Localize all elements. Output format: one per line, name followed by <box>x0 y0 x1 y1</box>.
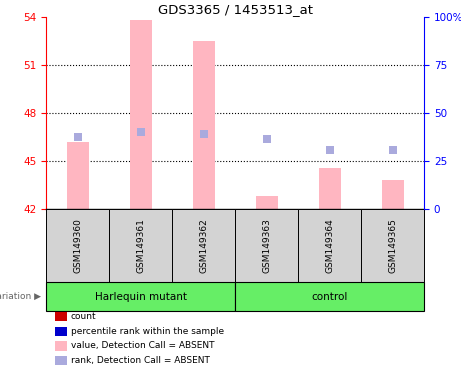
Bar <box>382 180 404 209</box>
Point <box>326 147 333 153</box>
Bar <box>255 197 278 209</box>
Text: GSM149361: GSM149361 <box>136 218 145 273</box>
Bar <box>319 168 341 209</box>
Text: rank, Detection Call = ABSENT: rank, Detection Call = ABSENT <box>71 356 209 365</box>
Bar <box>172 209 235 282</box>
Text: GSM149362: GSM149362 <box>199 218 208 273</box>
Text: GSM149363: GSM149363 <box>262 218 271 273</box>
Bar <box>235 282 424 311</box>
Point <box>137 129 144 136</box>
Text: GSM149364: GSM149364 <box>325 218 334 273</box>
Bar <box>361 209 424 282</box>
Point <box>74 134 81 141</box>
Bar <box>109 209 172 282</box>
Text: GSM149360: GSM149360 <box>73 218 82 273</box>
Bar <box>193 41 215 209</box>
Bar <box>66 142 89 209</box>
Text: Harlequin mutant: Harlequin mutant <box>95 291 187 302</box>
Text: count: count <box>71 312 96 321</box>
Bar <box>46 209 109 282</box>
Bar <box>298 209 361 282</box>
Point <box>389 147 396 153</box>
Text: GSM149365: GSM149365 <box>388 218 397 273</box>
Bar <box>130 20 152 209</box>
Point <box>263 136 270 142</box>
Point <box>200 131 207 137</box>
Bar <box>235 209 298 282</box>
Text: value, Detection Call = ABSENT: value, Detection Call = ABSENT <box>71 341 214 351</box>
Bar <box>46 282 235 311</box>
Title: GDS3365 / 1453513_at: GDS3365 / 1453513_at <box>158 3 313 16</box>
Text: genotype/variation ▶: genotype/variation ▶ <box>0 292 41 301</box>
Text: control: control <box>312 291 348 302</box>
Text: percentile rank within the sample: percentile rank within the sample <box>71 327 224 336</box>
